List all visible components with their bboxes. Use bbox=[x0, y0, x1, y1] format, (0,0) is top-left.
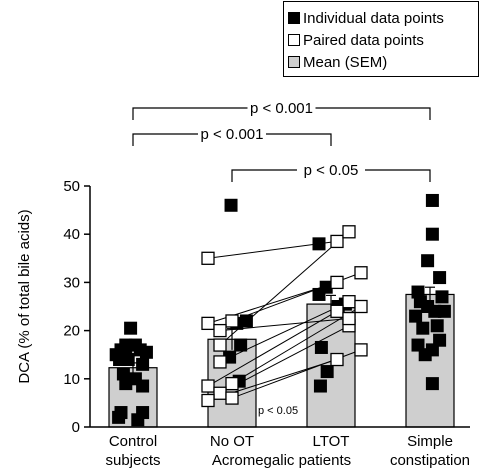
individual-point bbox=[234, 338, 248, 352]
x-tick-label: constipation bbox=[390, 452, 470, 469]
individual-point bbox=[112, 410, 126, 424]
paired-point bbox=[201, 393, 215, 408]
legend-item-mean: Mean (SEM) bbox=[288, 51, 478, 73]
individual-point bbox=[425, 227, 439, 241]
paired-point bbox=[201, 316, 215, 331]
individual-point bbox=[136, 357, 150, 371]
individual-point bbox=[119, 377, 133, 391]
individual-point bbox=[314, 340, 328, 354]
legend-item-paired: Paired data points bbox=[288, 29, 478, 51]
paired-point bbox=[342, 225, 356, 239]
paired-point bbox=[330, 234, 344, 249]
bracket-label-bg bbox=[198, 125, 266, 143]
legend-label: Individual data points bbox=[303, 9, 444, 27]
x-tick-label: Control bbox=[109, 433, 157, 450]
y-tick-label: 40 bbox=[63, 226, 80, 243]
paired-point bbox=[342, 311, 356, 326]
paired-point bbox=[330, 304, 344, 318]
paired-point bbox=[201, 251, 215, 265]
paired-point bbox=[225, 391, 239, 405]
paired-point bbox=[201, 379, 215, 393]
x-tick-label: subjects bbox=[105, 452, 160, 469]
legend-label: Paired data points bbox=[303, 31, 424, 49]
paired-point bbox=[354, 343, 368, 357]
paired-point bbox=[330, 352, 344, 367]
y-tick-label: 30 bbox=[63, 274, 80, 291]
individual-point bbox=[425, 193, 439, 207]
significance-label: p < 0.001 bbox=[250, 100, 313, 117]
individual-point bbox=[139, 345, 153, 359]
individual-point bbox=[409, 309, 423, 323]
bracket-label-bg bbox=[297, 161, 365, 179]
individual-point bbox=[418, 348, 432, 362]
individual-point bbox=[124, 321, 138, 335]
individual-point bbox=[421, 254, 435, 268]
paired-point bbox=[213, 386, 227, 400]
individual-point bbox=[136, 379, 150, 393]
gray-square-icon bbox=[288, 56, 300, 68]
individual-point bbox=[119, 343, 133, 357]
inset-p-label: p < 0.05 bbox=[258, 405, 298, 417]
individual-point bbox=[312, 287, 326, 301]
y-tick-label: 50 bbox=[63, 178, 80, 195]
legend-item-individual: Individual data points bbox=[288, 7, 478, 29]
paired-point bbox=[330, 275, 344, 290]
legend-label: Mean (SEM) bbox=[303, 53, 388, 71]
individual-point bbox=[433, 271, 447, 285]
paired-line bbox=[207, 310, 338, 387]
individual-point bbox=[131, 413, 145, 427]
individual-point bbox=[430, 319, 444, 333]
y-tick-label: 10 bbox=[63, 371, 80, 388]
bracket-label-bg bbox=[247, 99, 316, 117]
individual-point bbox=[224, 198, 238, 212]
individual-point bbox=[312, 237, 326, 251]
x-tick-label: No OT bbox=[210, 433, 254, 450]
individual-point bbox=[437, 304, 451, 318]
legend: Individual data points Paired data point… bbox=[283, 1, 479, 77]
paired-line bbox=[219, 301, 350, 363]
individual-point bbox=[425, 377, 439, 391]
individual-point bbox=[433, 333, 447, 347]
paired-point bbox=[225, 376, 239, 391]
significance-label: p < 0.05 bbox=[304, 162, 359, 179]
paired-point bbox=[342, 295, 356, 309]
paired-point bbox=[213, 323, 227, 338]
y-tick-label: 0 bbox=[72, 419, 80, 436]
x-tick-label: LTOT bbox=[313, 433, 350, 450]
hollow-square-icon bbox=[288, 34, 300, 46]
individual-point bbox=[313, 379, 327, 393]
individual-point bbox=[435, 290, 449, 304]
individual-point bbox=[320, 365, 334, 379]
y-tick-label: 20 bbox=[63, 323, 80, 340]
individual-point bbox=[411, 338, 425, 352]
paired-point bbox=[213, 355, 227, 369]
paired-point bbox=[354, 299, 368, 314]
filled-square-icon bbox=[288, 12, 300, 24]
significance-label: p < 0.001 bbox=[201, 126, 264, 143]
x-tick-label: Simple bbox=[407, 433, 453, 450]
y-axis-label: DCA (% of total bile acids) bbox=[16, 209, 33, 383]
individual-point bbox=[416, 321, 430, 335]
group-label: Acromegalic patients bbox=[212, 452, 351, 469]
paired-point bbox=[225, 314, 239, 328]
paired-point bbox=[213, 338, 227, 352]
paired-point bbox=[354, 266, 368, 280]
